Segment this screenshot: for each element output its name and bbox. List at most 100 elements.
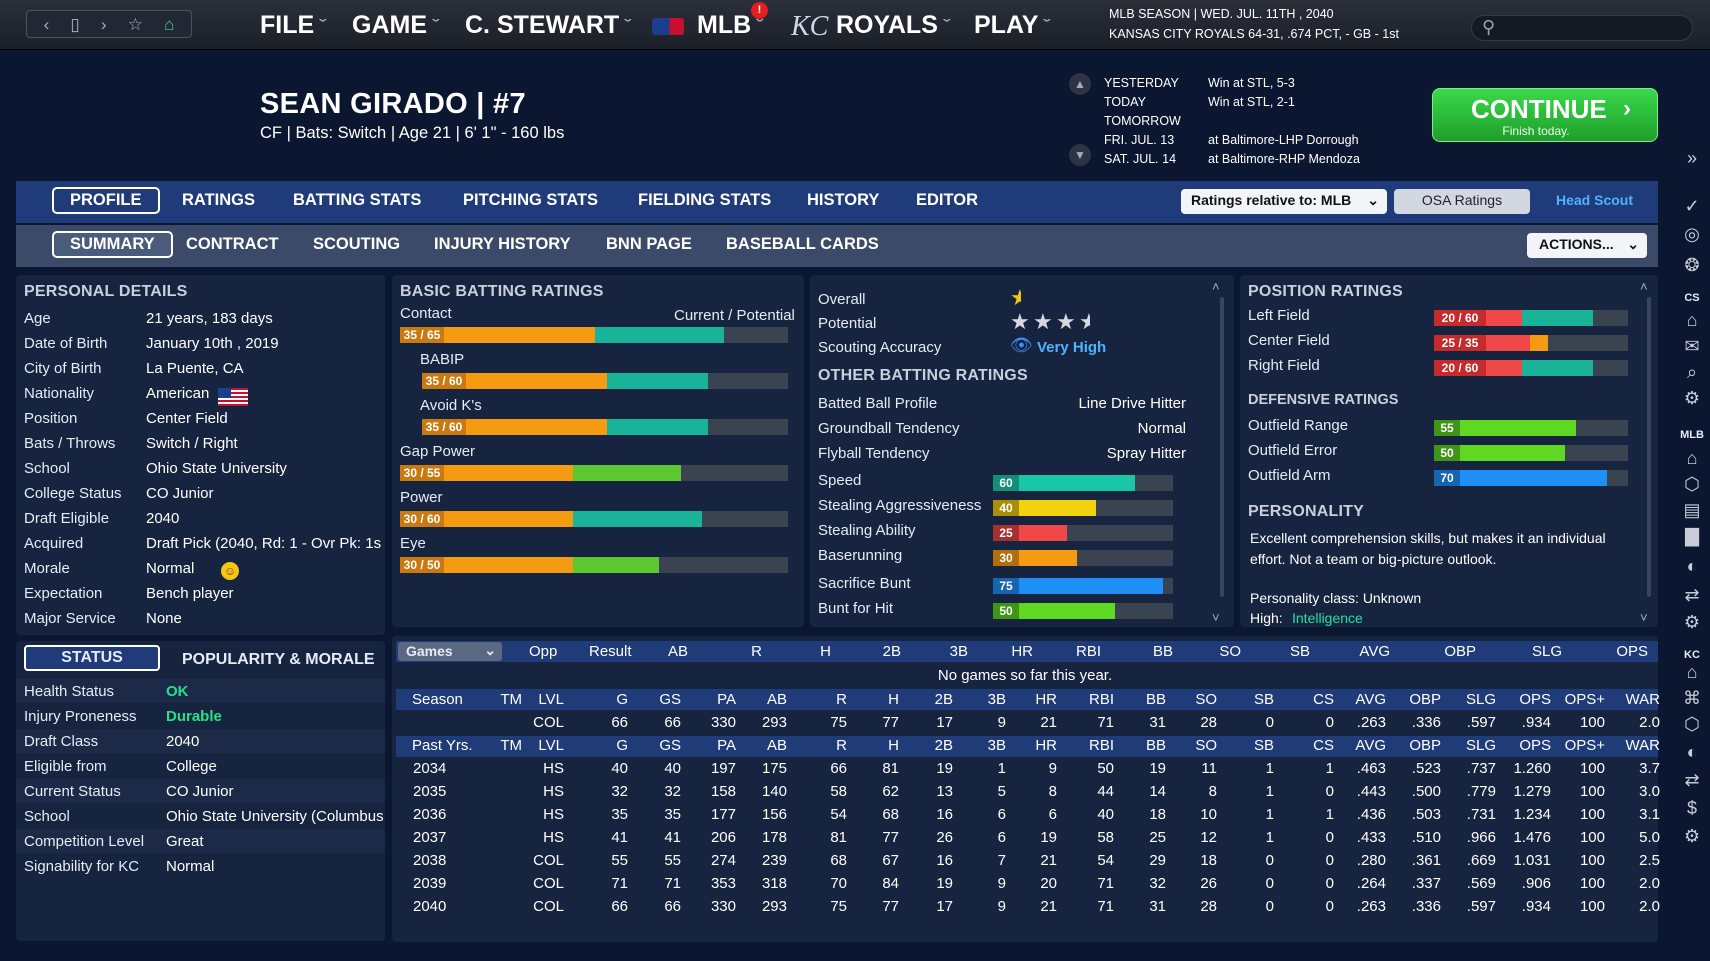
past-cell: 68 — [830, 852, 847, 869]
menu-team[interactable]: ROYALS ˇ — [836, 11, 950, 40]
scroll-up-icon[interactable]: ˄ — [1640, 279, 1648, 294]
overall-label: Overall — [818, 291, 866, 308]
search-icon[interactable]: ⌕ — [1686, 362, 1698, 382]
gear-icon[interactable]: ⚙ — [1683, 612, 1701, 632]
menu-mlb[interactable]: MLB ˇ — [697, 11, 763, 40]
season-col-header: OPS+ — [1564, 691, 1605, 708]
menu-file-label: FILE — [260, 11, 315, 39]
rating-badge: 30 — [993, 550, 1019, 566]
tab-fielding-stats[interactable]: FIELDING STATS — [638, 191, 772, 209]
past-cell: 75 — [830, 898, 847, 915]
detail-value: Center Field — [146, 410, 228, 427]
collapse-icon[interactable]: » — [1686, 148, 1697, 168]
season-cell: 0 — [1325, 714, 1334, 731]
tab-batting-stats[interactable]: BATTING STATS — [293, 191, 422, 209]
schedule-detail: at Baltimore-LHP Dorrough — [1208, 133, 1359, 147]
bulb-icon[interactable]: ❂ — [1684, 255, 1700, 275]
tab-editor[interactable]: EDITOR — [916, 191, 979, 209]
schedule-up-button[interactable]: ▲ — [1069, 73, 1091, 95]
gear-icon[interactable]: ⚙ — [1683, 826, 1701, 846]
past-cell: .361 — [1411, 852, 1441, 869]
past-col-header: 3B — [987, 737, 1006, 754]
forward-icon[interactable]: › — [100, 14, 107, 34]
org-icon[interactable]: ⌘ — [1683, 688, 1701, 708]
past-cell: .433 — [1356, 829, 1386, 846]
tab-pitching-stats[interactable]: PITCHING STATS — [463, 191, 599, 209]
menu-play[interactable]: PLAY ˇ — [974, 11, 1050, 40]
trade-icon[interactable]: ⇄ — [1684, 770, 1700, 790]
past-cell: HS — [543, 829, 564, 846]
actions-select[interactable]: ACTIONS... ⌄ — [1527, 233, 1647, 258]
detail-label: Expectation — [24, 585, 103, 602]
continue-button[interactable]: CONTINUE › Finish today. — [1432, 88, 1658, 142]
house-icon[interactable]: ⌂ — [1686, 662, 1698, 682]
batting-bar-badge: 35 / 60 — [422, 419, 466, 435]
tab-summary[interactable]: SUMMARY — [52, 231, 173, 258]
menu-manager[interactable]: C. STEWART ˇ — [465, 11, 631, 40]
position-ratings-panel: POSITION RATINGS Left Field 20 / 60 Center … — [1240, 275, 1658, 627]
scroll-up-icon[interactable]: ˄ — [1212, 279, 1220, 294]
rating-fill — [1019, 475, 1135, 491]
tab-status[interactable]: STATUS — [24, 645, 160, 671]
menu-game[interactable]: GAME ˇ — [352, 11, 439, 40]
tab-history[interactable]: HISTORY — [807, 191, 880, 209]
doc-icon[interactable]: ▯ — [70, 14, 80, 34]
season-cell: .336 — [1411, 714, 1441, 731]
trade-icon[interactable]: ⇄ — [1684, 585, 1700, 605]
chart-icon[interactable]: ▇ — [1685, 526, 1699, 546]
check-icon[interactable]: ✓ — [1684, 196, 1700, 216]
other-rating-label: Batted Ball Profile — [818, 395, 938, 412]
tab-bnn-page[interactable]: BNN PAGE — [606, 235, 692, 253]
past-cell: 3.0 — [1639, 783, 1660, 800]
tab-ratings[interactable]: RATINGS — [182, 191, 256, 209]
house-icon[interactable]: ⌂ — [1686, 448, 1698, 468]
gear-icon[interactable]: ⚙ — [1683, 388, 1701, 408]
past-cell: 25 — [1149, 829, 1166, 846]
house-icon[interactable]: ⌂ — [1686, 310, 1698, 330]
past-cell: 2036 — [413, 806, 447, 823]
globe-icon[interactable]: ◎ — [1684, 224, 1700, 244]
tab-baseball-cards[interactable]: BASEBALL CARDS — [726, 235, 879, 253]
back-icon[interactable]: ‹ — [43, 14, 50, 34]
past-col-header: BB — [1145, 737, 1166, 754]
mail-icon[interactable]: ✉ — [1684, 336, 1700, 356]
tab-injury-history[interactable]: INJURY HISTORY — [434, 235, 571, 253]
season-cell: 66 — [664, 714, 681, 731]
past-cell: 19 — [936, 875, 953, 892]
dollar-icon[interactable]: $ — [1686, 798, 1697, 818]
ball-icon[interactable]: ◐ — [1686, 742, 1698, 762]
season-cell: 75 — [830, 714, 847, 731]
head-scout-button[interactable]: Head Scout — [1556, 192, 1634, 208]
shield-icon[interactable]: ⬡ — [1684, 714, 1700, 734]
tab-profile[interactable]: PROFILE — [52, 187, 160, 214]
scroll-down-icon[interactable]: ˅ — [1640, 610, 1648, 625]
osa-ratings-button[interactable]: OSA Ratings — [1394, 189, 1530, 214]
card-icon[interactable]: ▤ — [1683, 500, 1701, 520]
search-input[interactable]: ⚲ — [1471, 15, 1693, 41]
rating-fill — [1019, 578, 1164, 594]
menu-file[interactable]: FILE ˇ — [260, 11, 326, 40]
ratings-relative-select[interactable]: Ratings relative to: MLB ⌄ — [1181, 189, 1387, 214]
other-rating-label: Flyball Tendency — [818, 445, 930, 462]
personality-high-value: Intelligence — [1292, 610, 1363, 626]
games-select[interactable]: Games ⌄ — [398, 642, 502, 661]
batting-bar-current-fill — [444, 327, 595, 343]
batting-bar-potential-fill — [606, 419, 708, 435]
ball-icon[interactable]: ◐ — [1686, 556, 1698, 576]
scrollbar[interactable] — [1647, 297, 1651, 597]
past-col-header: 2B — [934, 737, 953, 754]
scrollbar[interactable] — [1220, 297, 1224, 597]
past-cell: 293 — [761, 898, 787, 915]
star-icon[interactable]: ☆ — [127, 14, 143, 34]
games-col-header: SB — [1289, 643, 1310, 660]
batting-bar-badge: 30 / 55 — [400, 465, 444, 481]
tab-contract[interactable]: CONTRACT — [186, 235, 279, 253]
scroll-down-icon[interactable]: ˅ — [1212, 610, 1220, 625]
tab-scouting[interactable]: SCOUTING — [313, 235, 401, 253]
home-icon[interactable]: ⌂ — [164, 14, 175, 34]
tab-popularity-morale[interactable]: POPULARITY & MORALE — [182, 651, 375, 668]
actions-label: ACTIONS... — [1539, 236, 1614, 252]
shield-icon[interactable]: ⬡ — [1684, 474, 1700, 494]
other-rating-value: Line Drive Hitter — [1078, 395, 1186, 412]
schedule-down-button[interactable]: ▼ — [1069, 144, 1091, 166]
